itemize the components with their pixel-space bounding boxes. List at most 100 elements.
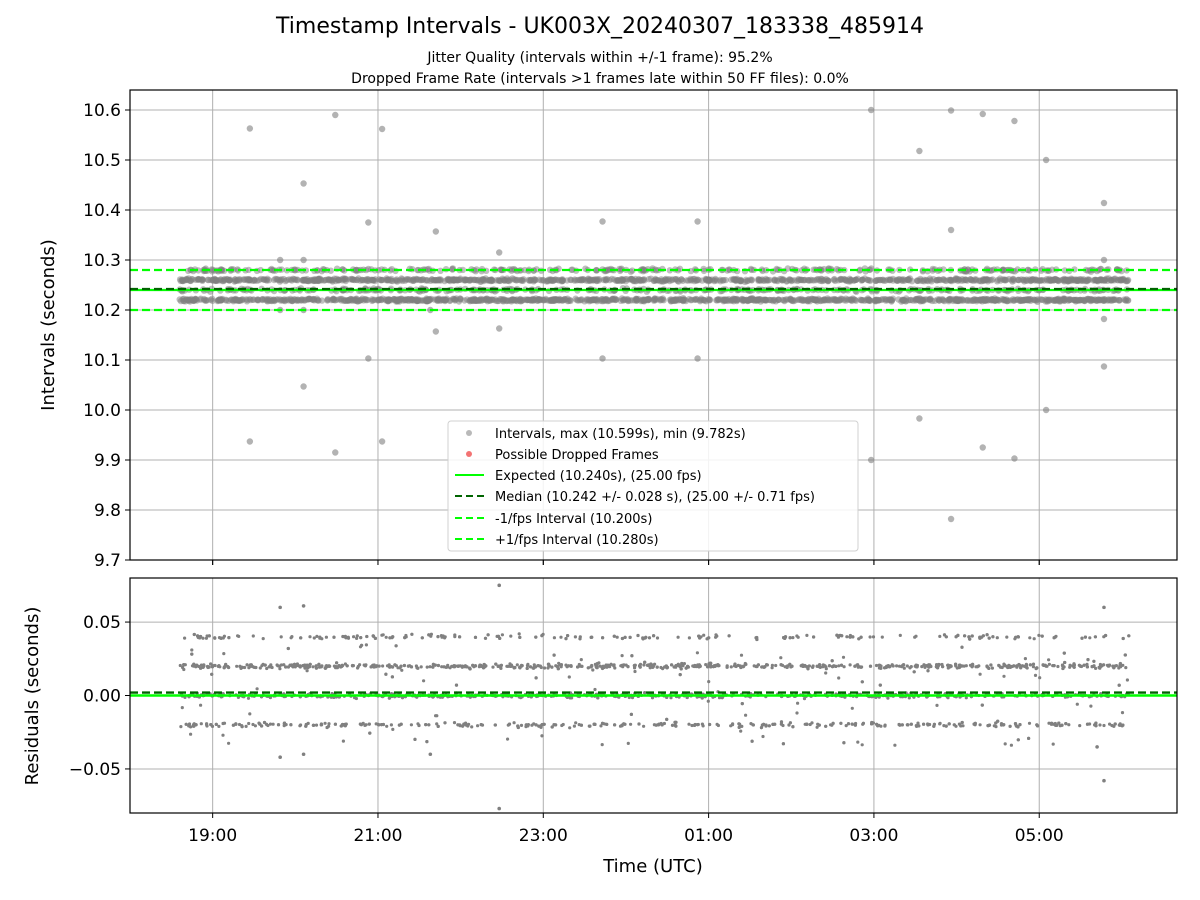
interval-point — [1003, 276, 1010, 284]
residual-point — [400, 668, 404, 672]
intervals-panel: 9.79.89.910.010.110.210.310.410.510.6 In… — [38, 89, 1178, 571]
interval-outlier-point — [300, 180, 307, 187]
interval-point — [762, 297, 769, 304]
interval-point — [825, 277, 832, 284]
residual-point — [755, 637, 759, 642]
interval-point — [457, 296, 464, 303]
residual-point — [332, 635, 336, 639]
interval-point — [618, 276, 626, 284]
residual-point — [213, 636, 217, 640]
interval-outlier-point — [947, 515, 955, 523]
legend-expected-label: Expected (10.240s), (25.00 fps) — [495, 469, 702, 484]
residual-point — [190, 652, 194, 656]
interval-point — [638, 296, 645, 304]
residual-point — [900, 723, 904, 727]
residual-point — [922, 722, 926, 726]
intervals-y-tick-label: 10.4 — [83, 201, 121, 221]
interval-point — [388, 266, 395, 273]
residual-point — [1056, 664, 1060, 669]
residual-point — [935, 703, 939, 708]
residual-point — [1089, 704, 1093, 708]
residual-point — [261, 637, 265, 641]
residual-point — [920, 665, 924, 669]
interval-point — [786, 276, 793, 283]
residual-point — [850, 722, 854, 726]
residual-point — [990, 666, 995, 670]
residual-point — [365, 634, 369, 639]
interval-point — [505, 277, 512, 284]
residual-point — [1052, 664, 1056, 668]
interval-point — [595, 277, 603, 284]
interval-point — [443, 276, 451, 283]
residual-point — [774, 663, 778, 668]
residual-point — [978, 672, 982, 676]
residual-point — [858, 665, 862, 669]
interval-outlier-point — [332, 111, 339, 119]
interval-point — [510, 276, 517, 283]
residual-point — [182, 663, 186, 667]
interval-point — [567, 276, 574, 283]
residual-point — [352, 635, 356, 639]
residual-point — [796, 635, 800, 639]
interval-point — [521, 266, 528, 274]
residual-point — [265, 666, 269, 671]
residual-point — [311, 665, 315, 669]
residual-point — [620, 636, 625, 641]
residual-point — [381, 722, 385, 727]
legend-box — [447, 420, 859, 552]
residual-point — [601, 636, 605, 640]
residual-point — [1019, 666, 1023, 670]
interval-point — [524, 296, 532, 304]
interval-point — [532, 276, 539, 284]
residual-point — [805, 722, 809, 726]
residual-point — [227, 636, 231, 640]
residual-point — [714, 635, 718, 639]
interval-point — [698, 295, 705, 302]
interval-point — [666, 267, 673, 274]
interval-point — [722, 296, 730, 303]
interval-point — [739, 297, 747, 305]
residual-point — [916, 721, 920, 725]
residual-point — [508, 662, 512, 666]
residual-point — [569, 664, 573, 668]
intervals-reference-lines — [130, 268, 1177, 312]
residual-point — [205, 724, 209, 728]
residual-point — [1120, 711, 1125, 715]
interval-point — [353, 297, 360, 304]
interval-point — [664, 276, 671, 283]
interval-point — [827, 297, 834, 304]
residual-point — [385, 724, 389, 728]
residual-point — [739, 729, 743, 733]
residual-point — [650, 696, 655, 700]
interval-point — [645, 276, 652, 283]
residual-point — [694, 664, 699, 669]
residual-point — [494, 662, 498, 666]
residual-point — [247, 721, 251, 726]
residual-point — [1045, 664, 1049, 668]
residual-point — [183, 636, 187, 640]
residual-point — [1051, 742, 1055, 746]
interval-point — [1074, 277, 1081, 284]
interval-point — [930, 276, 937, 283]
interval-point — [748, 277, 755, 284]
residual-point — [323, 721, 327, 725]
interval-point — [573, 296, 580, 304]
interval-point — [779, 296, 786, 304]
interval-point — [713, 297, 720, 304]
interval-point — [298, 297, 305, 304]
residual-point — [178, 663, 182, 668]
interval-point — [268, 297, 275, 305]
interval-point — [691, 275, 698, 283]
residual-point — [458, 724, 462, 728]
interval-point — [287, 295, 294, 302]
residual-point — [1052, 636, 1056, 640]
residual-point — [295, 662, 299, 666]
interval-point — [1061, 267, 1069, 274]
residual-point — [1013, 722, 1018, 726]
residual-point — [299, 723, 303, 727]
residual-point — [824, 665, 828, 669]
residual-point — [682, 662, 687, 666]
interval-point — [510, 296, 517, 304]
residual-point — [314, 666, 318, 670]
interval-point — [898, 277, 905, 284]
